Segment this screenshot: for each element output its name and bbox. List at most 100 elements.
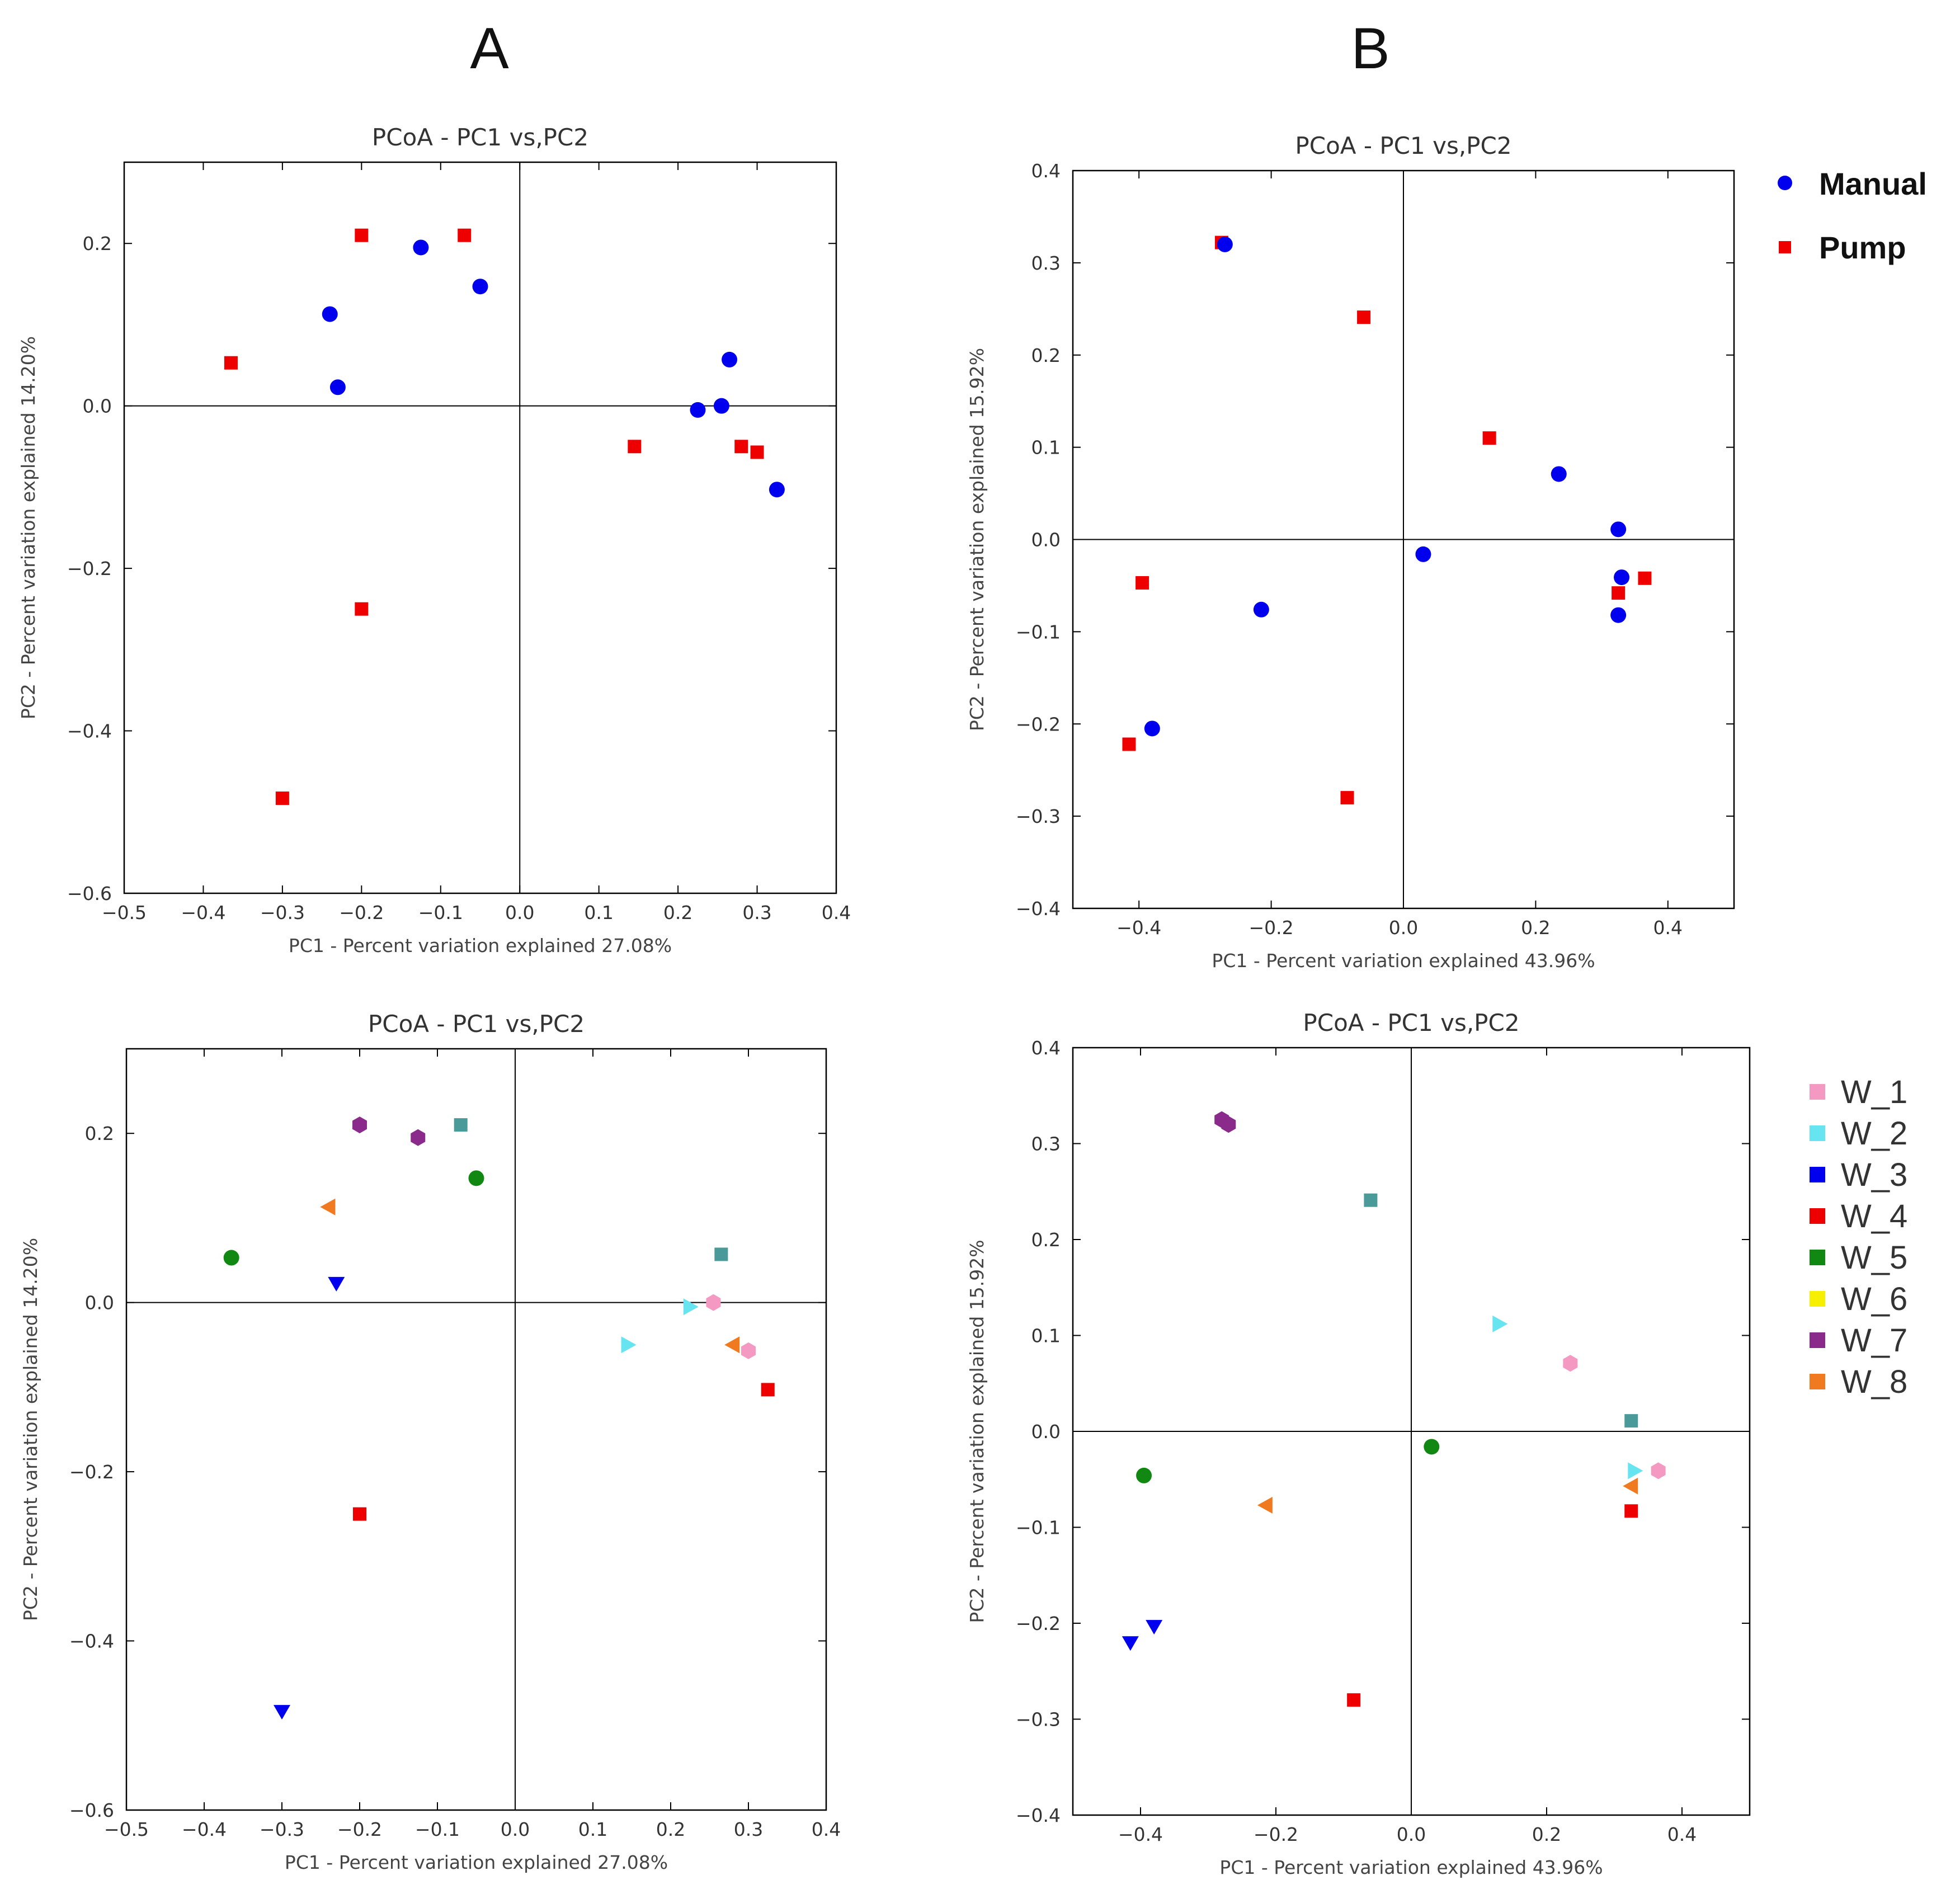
x-tick-label: −0.4	[1118, 1823, 1163, 1845]
week-legend: W_1 W_2 W_3 W_4 W_5 W_6 W_7 W_8	[1810, 1074, 1907, 1400]
chart-title: PCoA - PC1 vs,PC2	[1303, 1009, 1519, 1036]
chart-title: PCoA - PC1 vs,PC2	[1295, 132, 1511, 159]
y-tick-label: −0.2	[69, 1461, 114, 1483]
data-point-triangle-down	[274, 1705, 290, 1720]
legend-manual-label: Manual	[1819, 166, 1927, 201]
x-tick-label: −0.1	[418, 902, 463, 923]
data-point-triangle-down	[1122, 1636, 1139, 1651]
y-tick-label: 0.0	[83, 395, 112, 417]
legend-week-label: W_2	[1841, 1115, 1907, 1152]
data-point-hexagon	[1221, 1116, 1236, 1133]
chart-b-top: −0.4 −0.2 0.0 0.2 0.4 −0.4 −0.3 −0.2 −0.1 0.0 0.1 0…	[966, 132, 1735, 972]
y-tick-label: −0.2	[67, 558, 112, 579]
x-axis-label: PC1 - Percent variation explained 27.08%	[289, 935, 672, 956]
y-tick-label: 0.3	[1031, 1133, 1061, 1155]
x-tick-label: −0.4	[1116, 917, 1161, 939]
chart-title: PCoA - PC1 vs,PC2	[368, 1010, 585, 1038]
data-point-square	[734, 440, 748, 454]
data-point-triangle-down	[328, 1276, 345, 1292]
data-point-circle	[329, 379, 346, 395]
data-point-triangle-down	[1146, 1620, 1163, 1635]
y-tick-label: 0.2	[85, 1123, 114, 1144]
chart-a-top: −0.5 −0.4 −0.3 −0.2 −0.1 0.0 0.1 0.2 0.3 0.4 −0.6 −…	[17, 124, 851, 956]
x-tick-label: 0.3	[742, 902, 771, 923]
y-axis-label: PC2 - Percent variation explained 15.92%	[966, 348, 988, 731]
data-point-square	[355, 228, 369, 242]
data-point-square	[628, 440, 642, 454]
y-tick-label: −0.1	[1016, 1517, 1061, 1539]
x-tick-label: −0.2	[337, 1818, 382, 1840]
data-point-circle	[1610, 521, 1627, 538]
y-tick-label: 0.2	[1031, 345, 1061, 366]
legend-week-label: W_6	[1841, 1281, 1907, 1317]
data-point-square	[275, 791, 289, 805]
x-axis-label: PC1 - Percent variation explained 43.96%	[1212, 950, 1595, 972]
legend-pump-marker	[1779, 241, 1791, 253]
x-tick-label: −0.5	[104, 1818, 149, 1840]
x-tick-label: 0.4	[812, 1818, 841, 1840]
data-point-circle	[1217, 236, 1233, 252]
panel-letter-a: A	[470, 16, 509, 81]
x-tick-label: 0.0	[501, 1818, 530, 1840]
legend-week-label: W_1	[1841, 1074, 1907, 1110]
data-point-square	[714, 1247, 728, 1261]
data-point-square	[454, 1118, 468, 1132]
data-point-square	[1624, 1504, 1638, 1518]
data-point-circle	[1415, 546, 1431, 562]
y-tick-label: 0.3	[1031, 252, 1061, 274]
y-tick-label: 0.4	[1031, 160, 1061, 182]
x-tick-label: 0.2	[1532, 1823, 1561, 1845]
y-axis-label: PC2 - Percent variation explained 14.20%	[17, 336, 39, 719]
y-tick-label: −0.3	[1016, 1709, 1061, 1731]
plot-frame	[125, 1048, 827, 1811]
x-tick-label: −0.3	[260, 902, 305, 923]
x-tick-label: 0.4	[822, 902, 851, 923]
data-point-square	[1612, 586, 1626, 600]
data-point-circle	[690, 402, 706, 418]
data-point-hexagon	[706, 1294, 721, 1311]
y-tick-label: 0.2	[83, 233, 112, 255]
y-tick-label: −0.4	[69, 1631, 114, 1652]
x-tick-label: 0.0	[1397, 1823, 1426, 1845]
y-tick-label: 0.2	[1031, 1229, 1061, 1251]
data-point-square	[1364, 1193, 1378, 1207]
legend-week-swatch	[1810, 1374, 1825, 1389]
legend-manual-marker	[1778, 176, 1792, 190]
chart-title: PCoA - PC1 vs,PC2	[372, 124, 588, 151]
data-point-triangle-right	[621, 1336, 637, 1354]
data-point-square	[458, 228, 472, 242]
data-point-square	[355, 602, 369, 616]
data-point-triangle-left	[320, 1198, 336, 1215]
legend-week-label: W_3	[1841, 1157, 1907, 1193]
data-point-triangle-right	[683, 1298, 699, 1316]
data-point-circle	[1424, 1439, 1440, 1455]
data-point-triangle-right	[1492, 1315, 1508, 1332]
x-tick-label: 0.1	[578, 1818, 607, 1840]
x-tick-label: −0.2	[1254, 1823, 1298, 1845]
legend-week-swatch	[1810, 1332, 1825, 1348]
legend-week-label: W_4	[1841, 1198, 1907, 1234]
x-tick-label: −0.1	[415, 1818, 460, 1840]
x-tick-label: 0.2	[656, 1818, 685, 1840]
data-point-circle	[1144, 720, 1160, 737]
data-point-triangle-left	[724, 1336, 740, 1354]
group-legend: Manual Pump	[1778, 166, 1927, 265]
data-point-circle	[472, 279, 488, 295]
data-point-hexagon	[1563, 1355, 1578, 1372]
data-point-square	[1122, 737, 1136, 751]
data-point-triangle-right	[1628, 1462, 1643, 1479]
x-tick-label: −0.2	[339, 902, 384, 923]
y-tick-label: 0.0	[1031, 1421, 1061, 1443]
y-tick-label: −0.2	[1016, 1613, 1061, 1634]
data-point-circle	[1551, 466, 1567, 482]
data-point-circle	[1253, 601, 1269, 618]
y-tick-label: −0.4	[1016, 898, 1061, 920]
y-tick-label: −0.4	[1016, 1804, 1061, 1826]
data-point-square	[1357, 310, 1371, 324]
data-point-circle	[413, 239, 429, 256]
data-point-triangle-left	[1257, 1497, 1273, 1514]
legend-week-label: W_7	[1841, 1322, 1907, 1359]
data-point-circle	[713, 398, 729, 414]
legend-week-swatch	[1810, 1291, 1825, 1307]
